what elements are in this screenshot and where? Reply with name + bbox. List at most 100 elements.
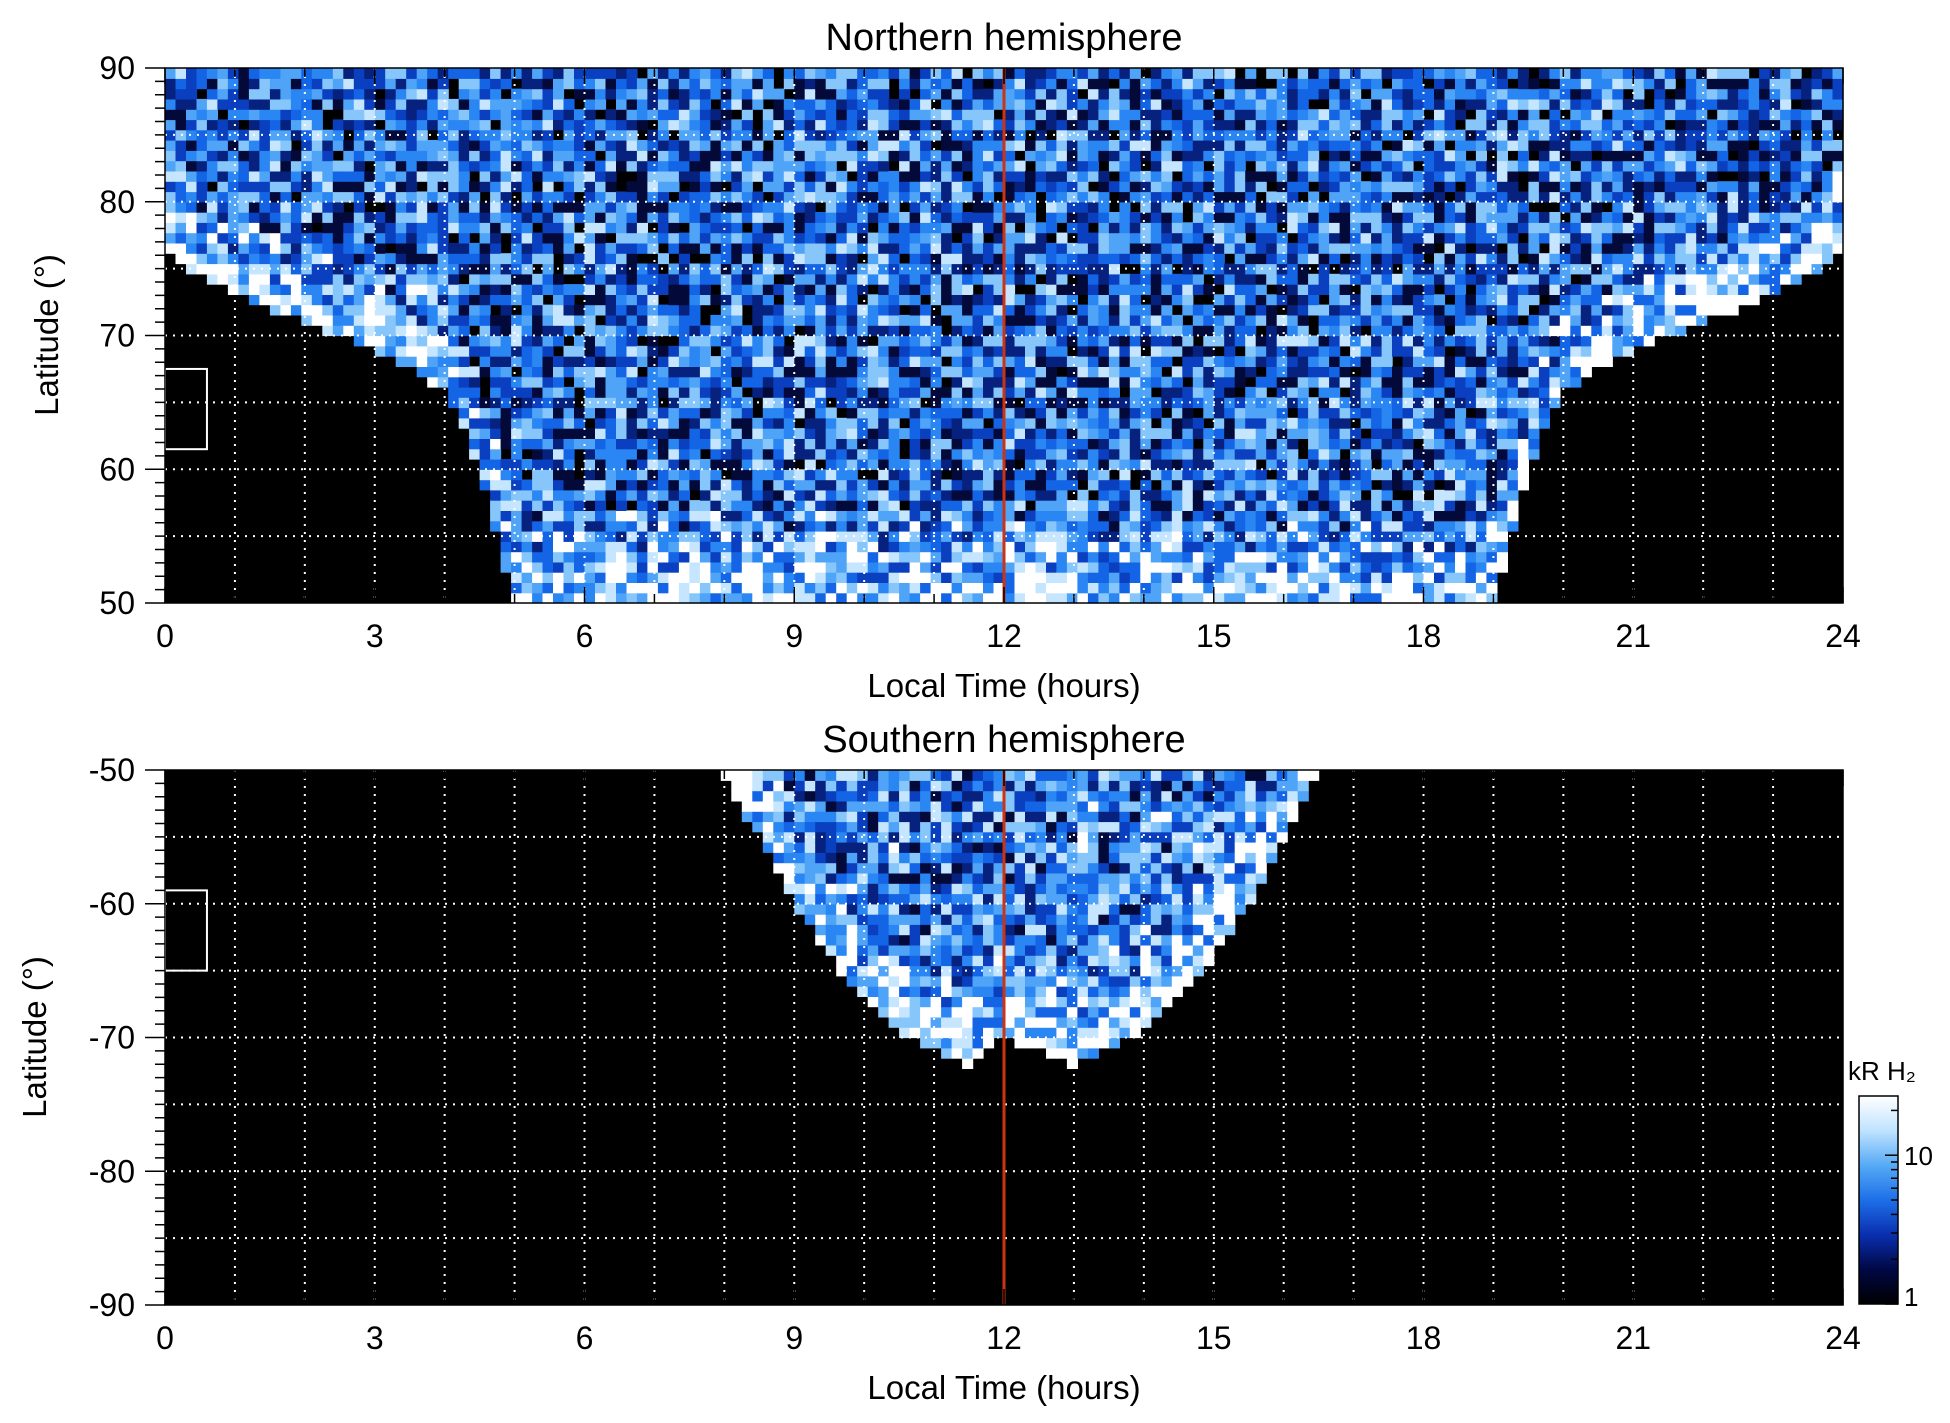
- emission-cell: [741, 242, 753, 254]
- emission-cell: [1266, 428, 1278, 439]
- emission-cell: [668, 325, 680, 337]
- emission-cell: [699, 88, 711, 100]
- emission-cell: [867, 592, 879, 604]
- emission-cell: [1056, 417, 1068, 429]
- emission-cell: [1203, 438, 1215, 450]
- emission-cell: [636, 520, 648, 532]
- emission-cell: [1182, 181, 1194, 193]
- emission-cell: [668, 109, 680, 121]
- emission-cell: [972, 335, 984, 347]
- emission-cell: [458, 284, 470, 295]
- emission-cell: [1129, 438, 1141, 450]
- emission-cell: [710, 181, 722, 193]
- emission-cell: [165, 191, 177, 203]
- emission-cell: [1098, 376, 1110, 388]
- emission-cell: [605, 284, 617, 295]
- emission-cell: [773, 407, 785, 419]
- emission-cell: [584, 489, 596, 501]
- emission-cell: [1213, 98, 1225, 110]
- emission-cell: [532, 510, 544, 522]
- emission-cell: [762, 386, 774, 398]
- emission-cell: [1297, 356, 1309, 367]
- emission-cell: [804, 129, 816, 141]
- emission-cell: [437, 201, 449, 213]
- emission-cell: [416, 68, 428, 79]
- emission-cell: [1308, 222, 1320, 234]
- emission-cell: [857, 212, 869, 223]
- emission-cell: [1203, 304, 1215, 316]
- emission-cell: [962, 253, 974, 265]
- emission-cell: [752, 592, 764, 604]
- emission-cell: [1350, 376, 1362, 388]
- emission-cell: [1350, 304, 1362, 316]
- emission-cell: [301, 119, 313, 131]
- emission-cell: [689, 407, 701, 419]
- emission-cell: [731, 222, 743, 234]
- emission-cell: [731, 366, 743, 378]
- emission-cell: [678, 140, 690, 151]
- emission-cell: [1371, 376, 1383, 388]
- emission-cell: [1014, 479, 1026, 491]
- emission-cell: [689, 294, 701, 306]
- emission-cell: [605, 150, 617, 162]
- emission-cell: [1182, 119, 1194, 131]
- emission-cell: [699, 500, 711, 511]
- emission-cell: [1329, 541, 1341, 553]
- emission-cell: [521, 68, 533, 79]
- emission-cell: [888, 253, 900, 265]
- emission-cell: [1182, 109, 1194, 121]
- emission-cell: [1108, 150, 1120, 162]
- emission-cell: [1119, 170, 1131, 182]
- emission-cell: [836, 314, 848, 326]
- emission-cell: [1066, 561, 1078, 573]
- emission-cell: [1108, 561, 1120, 573]
- emission-cell: [1035, 109, 1047, 121]
- emission-cell: [899, 263, 911, 275]
- emission-cell: [972, 510, 984, 522]
- emission-cell: [626, 150, 638, 162]
- emission-cell: [636, 273, 648, 285]
- emission-cell: [584, 212, 596, 223]
- emission-cell: [668, 345, 680, 357]
- emission-cell: [1077, 68, 1089, 79]
- emission-cell: [532, 366, 544, 378]
- emission-cell: [731, 212, 743, 223]
- emission-cell: [1056, 448, 1068, 460]
- emission-cell: [616, 294, 628, 306]
- emission-cell: [521, 386, 533, 398]
- emission-cell: [815, 109, 827, 121]
- emission-cell: [1318, 181, 1330, 193]
- emission-cell: [500, 500, 512, 511]
- emission-cell: [1161, 325, 1173, 337]
- emission-cell: [1255, 242, 1267, 254]
- emission-cell: [1360, 140, 1372, 151]
- emission-cell: [825, 582, 837, 594]
- emission-cell: [731, 119, 743, 131]
- emission-cell: [1245, 119, 1257, 131]
- emission-cell: [490, 459, 502, 470]
- emission-cell: [1245, 242, 1257, 254]
- emission-cell: [1119, 273, 1131, 285]
- emission-cell: [1087, 140, 1099, 151]
- emission-cell: [1276, 273, 1288, 285]
- emission-cell: [647, 459, 659, 470]
- emission-cell: [595, 304, 607, 316]
- emission-cell: [962, 212, 974, 223]
- emission-cell: [563, 531, 575, 542]
- emission-cell: [846, 469, 858, 481]
- emission-cell: [689, 98, 701, 110]
- emission-cell: [1255, 181, 1267, 193]
- emission-cell: [1077, 129, 1089, 141]
- emission-cell: [1066, 510, 1078, 522]
- emission-cell: [888, 98, 900, 110]
- emission-cell: [206, 232, 218, 244]
- emission-cell: [532, 520, 544, 532]
- emission-cell: [930, 386, 942, 398]
- emission-cell: [773, 191, 785, 203]
- emission-cell: [773, 232, 785, 244]
- emission-cell: [972, 531, 984, 542]
- emission-cell: [542, 386, 554, 398]
- emission-cell: [332, 68, 344, 79]
- emission-cell: [427, 356, 439, 367]
- emission-cell: [846, 510, 858, 522]
